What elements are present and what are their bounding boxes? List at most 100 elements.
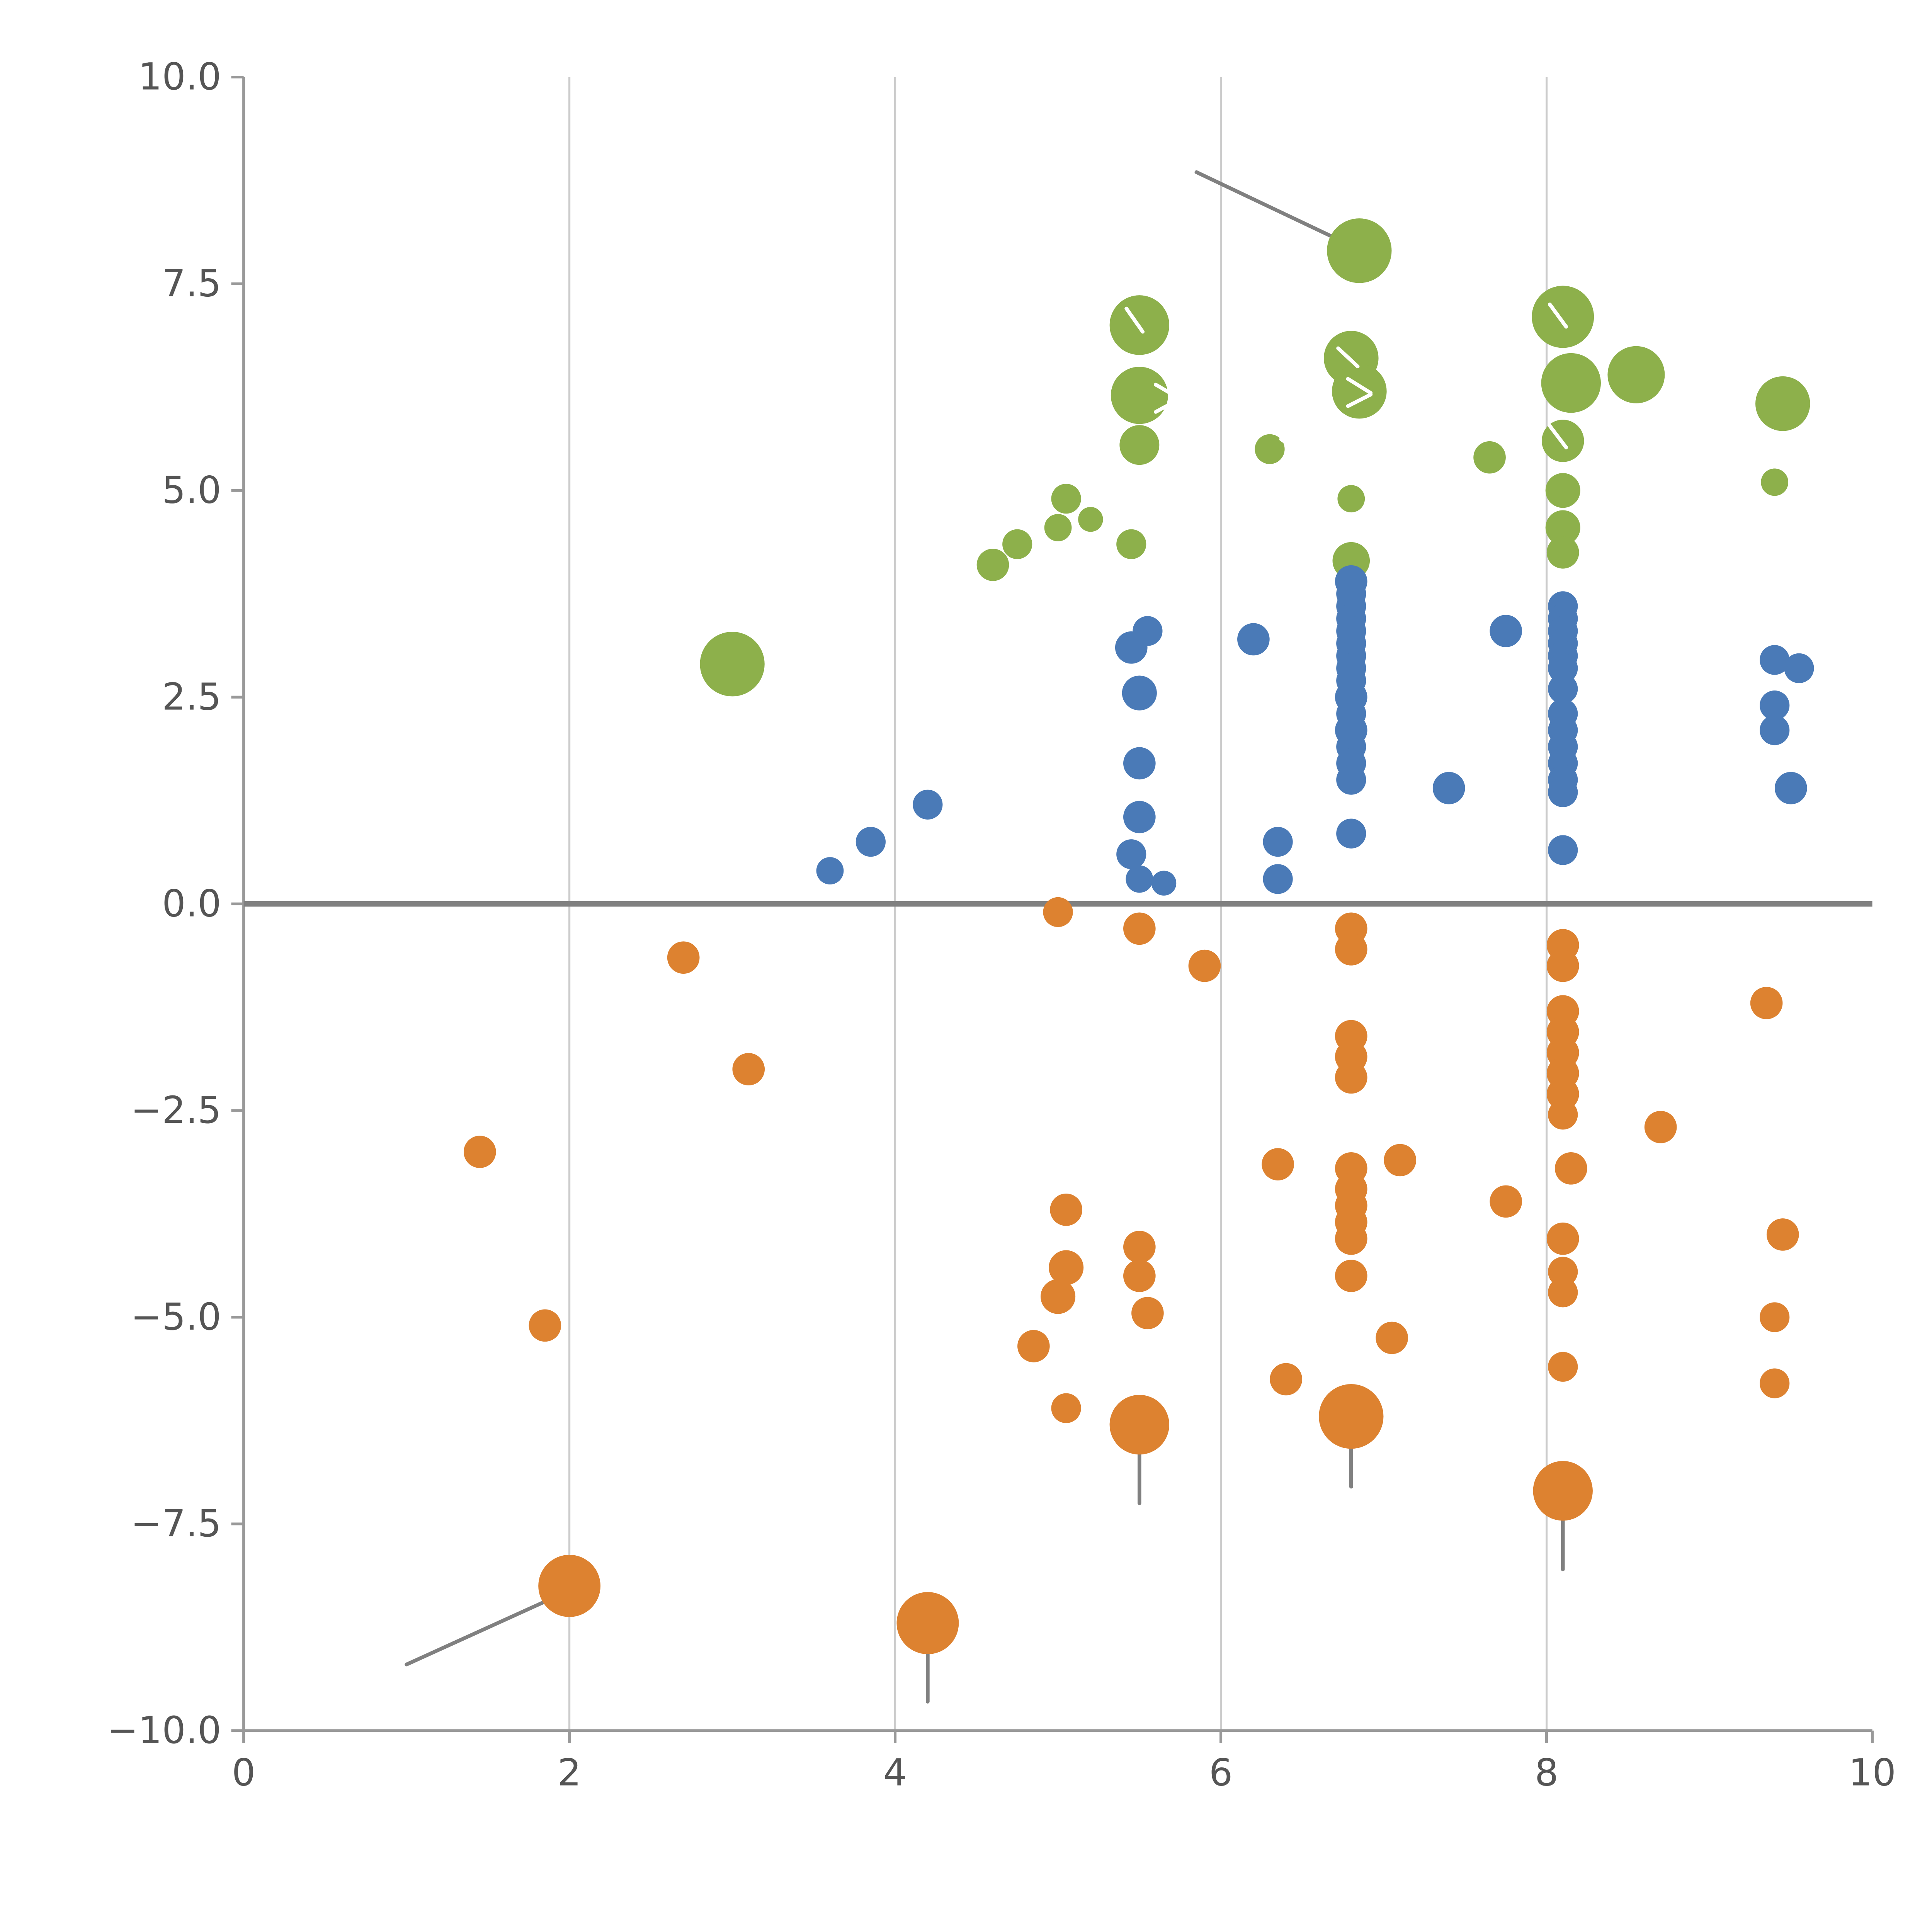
annotation-line [1194,170,1350,246]
data-point-green [1532,286,1594,348]
data-point-orange [1384,1144,1417,1177]
data-point-blue [1336,818,1366,849]
y-tick-label: 0.0 [162,881,221,925]
data-point-orange [1546,1078,1579,1111]
overlay-mark [1124,306,1145,334]
data-point-blue [1432,772,1465,804]
data-point-orange [1041,1279,1076,1314]
data-point-orange [1262,1148,1294,1180]
data-point-blue [855,827,886,857]
data-point-green [1116,529,1146,559]
data-point-blue [1151,871,1177,896]
data-point-orange [1335,1061,1367,1094]
x-tick-label: 6 [1209,1750,1233,1794]
data-point-orange [1548,1100,1578,1130]
overlay-mark [1336,346,1360,369]
data-point-orange [1546,1222,1579,1255]
x-tick-label: 10 [1849,1750,1896,1794]
data-point-green [1078,507,1103,532]
data-point-orange [1335,1222,1367,1255]
data-point-orange [1109,1395,1170,1455]
data-point-blue [1123,801,1156,833]
data-point-orange [1123,1260,1156,1292]
x-tick-label: 8 [1535,1750,1558,1794]
data-point-blue [1784,653,1814,683]
data-point-orange [1490,1185,1522,1218]
y-tick-label: −2.5 [131,1088,221,1132]
data-point-orange [1123,912,1156,945]
data-point-green [976,549,1009,581]
data-point-blue [1126,865,1153,893]
data-point-blue [1116,839,1146,869]
data-point-orange [1270,1363,1303,1396]
overlay-mark [1154,383,1180,400]
data-point-orange [1766,1218,1799,1251]
data-point-orange [1335,933,1367,966]
data-point-orange [538,1554,601,1617]
y-tick-label: −7.5 [131,1502,221,1545]
data-point-green [1332,364,1387,419]
data-point-green [1337,485,1365,513]
data-point-green [1051,484,1081,514]
data-point-blue [1760,690,1790,721]
overlay-mark [1548,303,1568,329]
data-point-blue [1122,675,1157,711]
data-point-blue [1548,835,1578,865]
data-point-orange [1760,1368,1790,1398]
data-point-orange [1644,1111,1677,1143]
data-point-blue [1133,616,1163,646]
data-point-green [1546,536,1579,569]
data-point-green [1473,441,1506,474]
data-point-blue [913,789,943,820]
data-point-green [1255,434,1285,464]
annotation-line [405,1592,563,1667]
data-point-orange [1049,1250,1084,1285]
overlay-mark [1346,377,1373,395]
data-point-orange [896,1592,959,1655]
data-point-green [1002,529,1032,559]
y-tick-label: 7.5 [162,262,221,305]
data-point-blue [1760,645,1790,675]
data-point-orange [1043,897,1073,927]
overlay-mark [1154,398,1180,414]
data-point-orange [1051,1393,1081,1423]
x-tick-label: 2 [558,1750,581,1794]
y-tick-label: 10.0 [138,55,221,99]
y-tick-label: 2.5 [162,675,221,718]
data-point-green [1327,218,1392,283]
data-point-orange [1050,1193,1082,1226]
data-point-blue [1548,777,1578,807]
data-point-orange [1760,1302,1790,1332]
x-tick-label: 4 [883,1750,907,1794]
data-point-green [1541,353,1601,413]
data-point-blue [816,857,844,884]
data-point-blue [1123,747,1156,780]
y-tick-label: −5.0 [131,1295,221,1338]
overlay-mark [1346,393,1373,408]
data-point-orange [1533,1461,1593,1521]
data-point-blue [1548,674,1578,704]
data-point-orange [1188,949,1221,982]
data-point-green [1607,346,1665,403]
data-point-green [1761,468,1789,496]
data-point-orange [463,1136,496,1168]
x-tick-label: 0 [232,1750,255,1794]
data-point-orange [1335,1260,1367,1292]
overlay-mark [1279,437,1299,453]
data-point-orange [1554,1152,1587,1185]
data-point-blue [1760,715,1790,745]
data-point-orange [1548,1352,1578,1382]
data-point-blue [1263,827,1293,857]
data-point-blue [1237,623,1270,656]
data-point-orange [529,1309,561,1342]
data-point-orange [1319,1384,1384,1449]
y-tick-label: 5.0 [162,468,221,512]
data-point-orange [1017,1330,1050,1362]
data-point-orange [1548,1277,1578,1308]
data-point-blue [1548,653,1578,683]
data-point-green [1044,514,1072,541]
data-point-green [700,631,765,697]
data-point-blue [1263,864,1293,894]
data-point-orange [1123,1231,1156,1263]
